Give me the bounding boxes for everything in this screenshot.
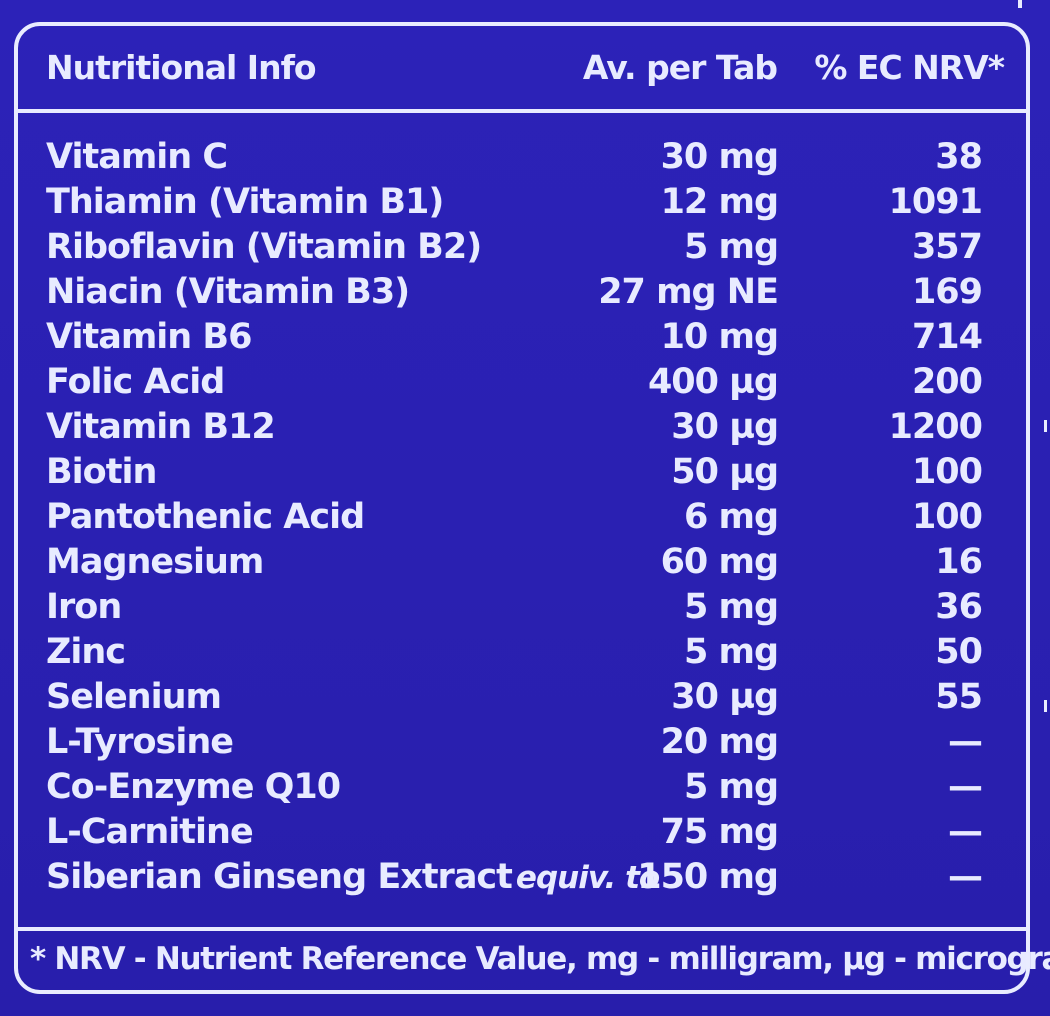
table-row: Pantothenic Acid 6 mg 100	[0, 495, 1050, 540]
nutrient-nrv: 1091	[888, 182, 983, 222]
nutrient-name: Vitamin B12	[46, 407, 276, 447]
nutrient-nrv: 1200	[888, 407, 983, 447]
table-row: Zinc 5 mg 50	[0, 630, 1050, 675]
nutrient-nrv: —	[948, 767, 983, 807]
table-row: Folic Acid 400 µg 200	[0, 360, 1050, 405]
nutrient-name: Selenium	[46, 677, 222, 717]
table-row: Vitamin B12 30 µg 1200	[0, 405, 1050, 450]
nutrient-list: Vitamin C 30 mg 38 Thiamin (Vitamin B1) …	[0, 135, 1050, 900]
nutrient-amount: 12 mg	[660, 182, 779, 222]
table-row: L-Tyrosine 20 mg —	[0, 720, 1050, 765]
nutrient-name: Vitamin C	[46, 137, 228, 177]
nutrient-amount: 5 mg	[683, 227, 779, 267]
nutrient-name: Folic Acid	[46, 362, 225, 402]
nutrient-nrv: 16	[935, 542, 983, 582]
nutrient-amount: 6 mg	[683, 497, 779, 537]
nutrient-name: Iron	[46, 587, 122, 627]
nutrient-amount: 5 mg	[683, 632, 779, 672]
nutrient-name: Thiamin (Vitamin B1)	[46, 182, 444, 222]
nutrient-amount: 150 mg	[637, 857, 779, 897]
nutrient-name: Co-Enzyme Q10	[46, 767, 341, 807]
nutrient-amount: 30 µg	[671, 677, 779, 717]
header-divider	[14, 109, 1030, 113]
nutrient-nrv: 714	[911, 317, 983, 357]
nutrient-name: Pantothenic Acid	[46, 497, 365, 537]
nutrient-amount: 30 mg	[660, 137, 779, 177]
nrv-footnote: * NRV - Nutrient Reference Value, mg - m…	[30, 941, 1050, 977]
nutrient-nrv: —	[948, 857, 983, 897]
nutrient-amount: 50 µg	[671, 452, 779, 492]
nutrient-amount: 60 mg	[660, 542, 779, 582]
nutrient-name: Zinc	[46, 632, 126, 672]
nutrient-amount: 30 µg	[671, 407, 779, 447]
table-row: Vitamin C 30 mg 38	[0, 135, 1050, 180]
nutrient-name: Niacin (Vitamin B3)	[46, 272, 410, 312]
edge-tick-mark	[1044, 420, 1047, 432]
table-row: Biotin 50 µg 100	[0, 450, 1050, 495]
nutrient-nrv: 55	[935, 677, 983, 717]
nutrient-amount: 75 mg	[660, 812, 779, 852]
table-row: Co-Enzyme Q10 5 mg —	[0, 765, 1050, 810]
nutrient-amount: 27 mg NE	[598, 272, 779, 312]
nutrition-panel-border	[14, 22, 1030, 994]
nutrient-nrv: 36	[935, 587, 983, 627]
footnote-divider	[14, 927, 1030, 931]
table-row: Niacin (Vitamin B3) 27 mg NE 169	[0, 270, 1050, 315]
header-nutrient: Nutritional Info	[46, 48, 317, 87]
table-row: Selenium 30 µg 55	[0, 675, 1050, 720]
nutrient-nrv: 50	[935, 632, 983, 672]
nutrient-nrv: —	[948, 812, 983, 852]
table-row: Iron 5 mg 36	[0, 585, 1050, 630]
nutrient-name: Riboflavin (Vitamin B2)	[46, 227, 482, 267]
table-row: Vitamin B6 10 mg 714	[0, 315, 1050, 360]
nutrient-nrv: 200	[911, 362, 983, 402]
nutrient-amount: 400 µg	[647, 362, 779, 402]
nutrient-amount: 10 mg	[660, 317, 779, 357]
header-nrv: % EC NRV*	[814, 48, 1005, 87]
header-amount: Av. per Tab	[582, 48, 778, 87]
edge-tick-mark	[1044, 700, 1047, 712]
nutrient-name: Siberian Ginseng Extract equiv. to	[46, 857, 660, 897]
nutrient-nrv: 100	[911, 497, 983, 537]
nutrient-amount: 5 mg	[683, 587, 779, 627]
nutrient-name: Vitamin B6	[46, 317, 252, 357]
nutrient-name: Biotin	[46, 452, 157, 492]
table-row: Riboflavin (Vitamin B2) 5 mg 357	[0, 225, 1050, 270]
nutrient-nrv: 100	[911, 452, 983, 492]
nutrient-qualifier: equiv. to	[515, 860, 660, 896]
table-row: Thiamin (Vitamin B1) 12 mg 1091	[0, 180, 1050, 225]
table-row: L-Carnitine 75 mg —	[0, 810, 1050, 855]
nutrient-amount: 5 mg	[683, 767, 779, 807]
nutrient-name: Magnesium	[46, 542, 264, 582]
nutrient-nrv: 357	[911, 227, 983, 267]
nutrient-amount: 20 mg	[660, 722, 779, 762]
table-row: Magnesium 60 mg 16	[0, 540, 1050, 585]
nutrient-nrv: 169	[911, 272, 983, 312]
nutrient-name: L-Tyrosine	[46, 722, 234, 762]
nutrient-nrv: —	[948, 722, 983, 762]
nutrient-nrv: 38	[935, 137, 983, 177]
nutrient-name: L-Carnitine	[46, 812, 254, 852]
table-row: Siberian Ginseng Extract equiv. to 150 mg…	[0, 855, 1050, 900]
edge-tick-mark	[1018, 0, 1022, 8]
